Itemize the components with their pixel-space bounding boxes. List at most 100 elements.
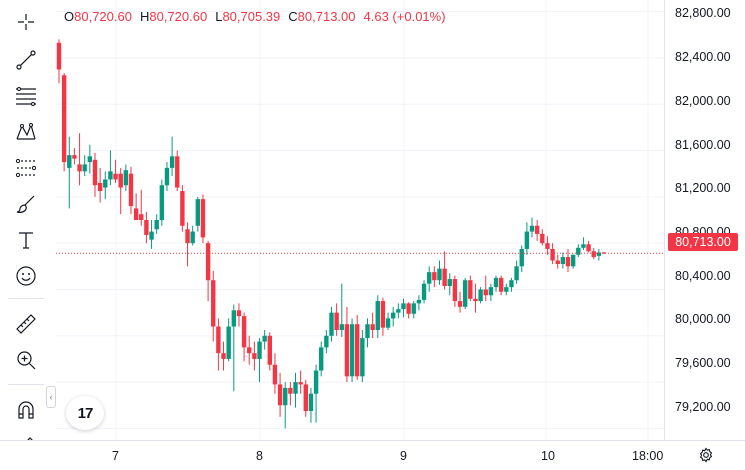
candle [380, 297, 386, 336]
candle [334, 303, 339, 336]
candle [462, 277, 468, 310]
candle-body [488, 287, 494, 296]
candle [247, 335, 252, 365]
candle [277, 372, 283, 417]
candle-body [293, 382, 298, 394]
candle [108, 150, 113, 186]
candle [103, 171, 108, 200]
candle-body [72, 155, 77, 159]
crosshair-icon[interactable] [8, 6, 44, 38]
candle-body [128, 173, 134, 207]
candle [355, 314, 360, 380]
candle [447, 273, 452, 296]
candle [67, 136, 72, 209]
candle-body [288, 387, 293, 394]
trend-line-icon[interactable] [8, 44, 44, 76]
candle-body [247, 347, 252, 354]
candle-body [581, 244, 586, 248]
candle-body [67, 155, 72, 168]
price-axis[interactable]: 82,800.00 82,400.00 82,000.00 81,600.00 … [664, 0, 745, 440]
candle [565, 248, 571, 273]
toolbar-divider [8, 384, 44, 385]
candle [370, 312, 375, 339]
candle-body [529, 225, 535, 232]
candle-body [344, 324, 350, 377]
last-price-badge: 80,713.00 [668, 233, 738, 251]
pattern-icon[interactable] [8, 116, 44, 148]
candle [236, 303, 242, 327]
candle [61, 72, 67, 172]
candle-body [421, 283, 427, 300]
candle [211, 270, 216, 342]
candle [77, 133, 82, 186]
emoji-icon[interactable] [8, 260, 44, 292]
text-icon[interactable] [8, 224, 44, 256]
candle [288, 382, 293, 406]
candle [123, 164, 129, 192]
candle-body [195, 199, 201, 226]
prediction-icon[interactable] [8, 152, 44, 184]
candle-body [190, 231, 195, 244]
time-axis[interactable]: 7 8 9 10 18:00 [0, 440, 745, 470]
time-tick: 10 [541, 449, 555, 463]
magnet-icon[interactable] [8, 394, 44, 426]
ruler-icon[interactable] [8, 308, 44, 340]
candle [272, 353, 278, 394]
candle-body [277, 384, 283, 406]
candle-body [87, 156, 93, 163]
candle [154, 214, 159, 234]
candle-body [596, 252, 602, 256]
candle [534, 220, 540, 241]
candle [576, 244, 581, 258]
candle [504, 283, 509, 296]
candle [426, 266, 432, 292]
candle-body [437, 268, 442, 281]
candle-body [154, 220, 159, 230]
brush-icon[interactable] [8, 188, 44, 220]
candle-body [576, 247, 581, 255]
candle-body [570, 254, 576, 267]
candle [514, 260, 519, 284]
chart-plot-area[interactable] [56, 0, 664, 440]
price-tick: 82,800.00 [675, 6, 731, 20]
price-tick: 80,400.00 [675, 269, 731, 283]
close-value: 80,713.00 [297, 9, 356, 24]
toolbar-collapse-button[interactable]: ‹ [46, 386, 56, 408]
candle-body [385, 318, 391, 328]
tradingview-logo-text: 17 [77, 404, 94, 422]
candle [457, 291, 463, 313]
candle-body [498, 277, 504, 292]
candle-body [375, 301, 380, 330]
candle [360, 330, 365, 383]
time-tick: 9 [400, 449, 407, 463]
candle-body [349, 324, 355, 377]
candle [344, 306, 350, 383]
candle-body [77, 164, 82, 172]
candle [87, 144, 93, 174]
candle [180, 185, 185, 232]
candle-body [462, 280, 468, 307]
candle-body [149, 231, 154, 240]
candle [473, 283, 478, 313]
candle-body [468, 280, 473, 299]
gear-icon[interactable] [697, 446, 715, 464]
candle-body [360, 338, 365, 377]
candle [226, 318, 231, 362]
candle [555, 254, 560, 269]
candle [442, 251, 447, 290]
fib-retracement-icon[interactable] [8, 80, 44, 112]
candle [293, 372, 298, 408]
candle-body [390, 312, 396, 319]
candle [406, 302, 411, 319]
candle-body [396, 309, 401, 313]
candle-body [262, 335, 267, 342]
tradingview-logo[interactable]: 17 [66, 396, 104, 430]
zoom-in-icon[interactable] [8, 344, 44, 376]
candle-body [123, 170, 129, 186]
candle-body [113, 173, 118, 180]
candle [241, 312, 247, 362]
candle-body [545, 243, 550, 249]
candle-body [185, 229, 190, 244]
candle-body [175, 156, 180, 188]
ohlc-legend: O80,720.60 H80,720.60 L80,705.39 C80,713… [64, 9, 454, 24]
